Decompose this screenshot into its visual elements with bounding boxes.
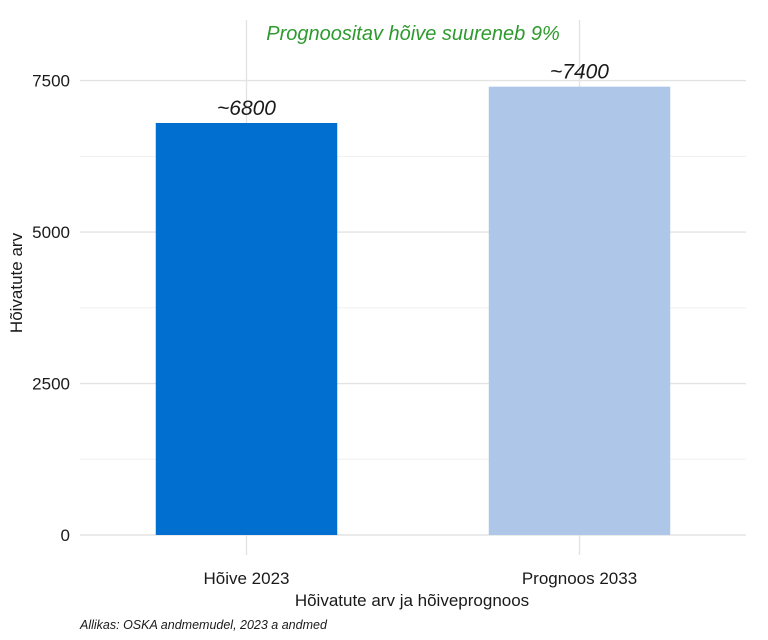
bar-1 — [155, 123, 338, 535]
source-caption: Allikas: OSKA andmemudel, 2023 a andmed — [79, 618, 328, 632]
x-tick-label: Prognoos 2033 — [522, 569, 637, 588]
y-tick-label: 2500 — [32, 375, 70, 394]
data-label-1: ~6800 — [217, 97, 276, 120]
bars — [155, 86, 671, 535]
x-axis: Hõive 2023 Prognoos 2033 — [203, 569, 637, 588]
data-label-2: ~7400 — [550, 61, 609, 84]
bar-2 — [488, 86, 671, 535]
y-axis: 0 2500 5000 7500 — [32, 72, 70, 545]
y-tick-label: 5000 — [32, 223, 70, 242]
x-tick-label: Hõive 2023 — [203, 569, 289, 588]
data-labels: ~6800 ~7400 — [217, 61, 609, 120]
chart-annotation: Prognoositav hõive suureneb 9% — [266, 23, 560, 45]
y-axis-title: Hõivatute arv — [7, 232, 26, 333]
y-tick-label: 7500 — [32, 72, 70, 91]
y-tick-label: 0 — [61, 526, 70, 545]
x-axis-title: Hõivatute arv ja hõiveprognoos — [295, 591, 529, 610]
